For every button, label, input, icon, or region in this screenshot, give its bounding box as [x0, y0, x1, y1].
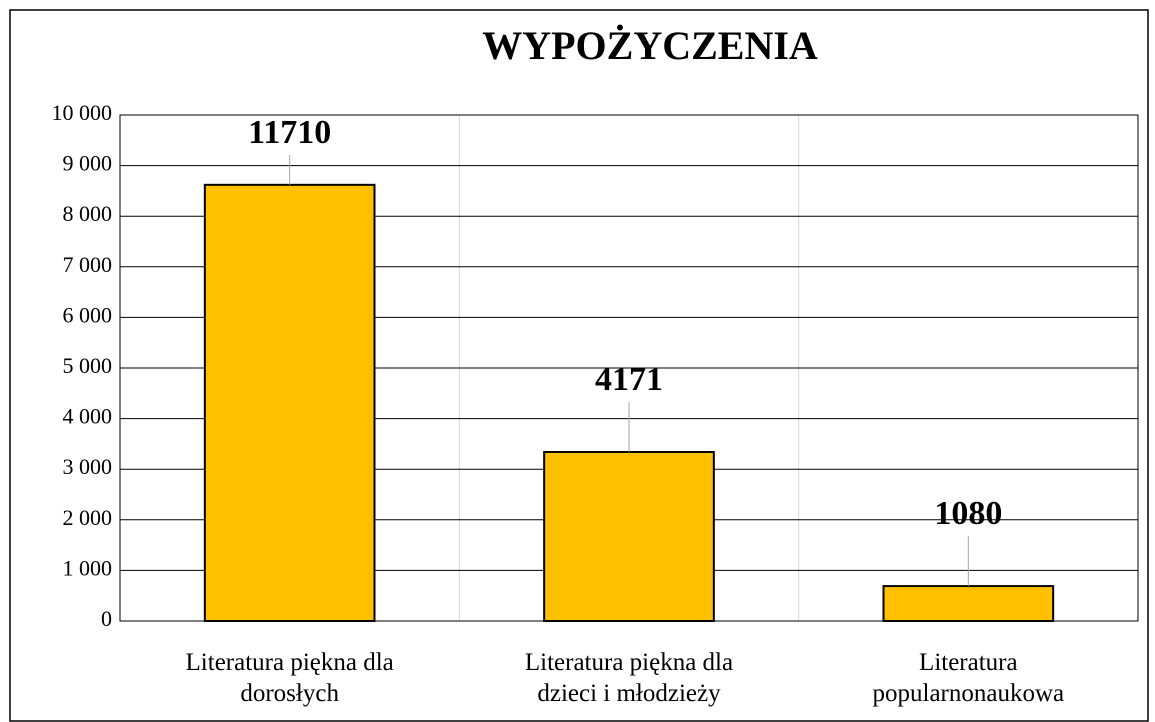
- y-tick-label: 4 000: [63, 404, 113, 429]
- y-tick-label: 10 000: [52, 100, 113, 125]
- data-label: 1080: [934, 495, 1002, 532]
- y-tick-label: 0: [101, 606, 112, 631]
- bar: [203, 183, 376, 622]
- y-tick-label: 1 000: [63, 555, 113, 580]
- x-tick-label: Literatura popularnonaukowa: [872, 649, 1065, 707]
- bar: [882, 585, 1055, 622]
- bar: [543, 450, 715, 622]
- x-tick-label: Literatura piękna dla dorosłych: [185, 649, 394, 707]
- chart-title: WYPOŻYCZENIA: [482, 23, 818, 68]
- y-tick-label: 5 000: [63, 353, 113, 378]
- x-tick-label: Literatura piękna dla dzieci i młodzieży: [524, 649, 734, 707]
- data-label: 11710: [248, 114, 331, 151]
- y-tick-label: 2 000: [63, 505, 113, 530]
- y-tick-label: 6 000: [63, 302, 113, 327]
- data-label: 4171: [595, 361, 663, 398]
- y-tick-label: 9 000: [63, 151, 113, 176]
- y-tick-label: 3 000: [63, 454, 113, 479]
- y-tick-label: 7 000: [63, 252, 113, 277]
- y-tick-label: 8 000: [63, 201, 113, 226]
